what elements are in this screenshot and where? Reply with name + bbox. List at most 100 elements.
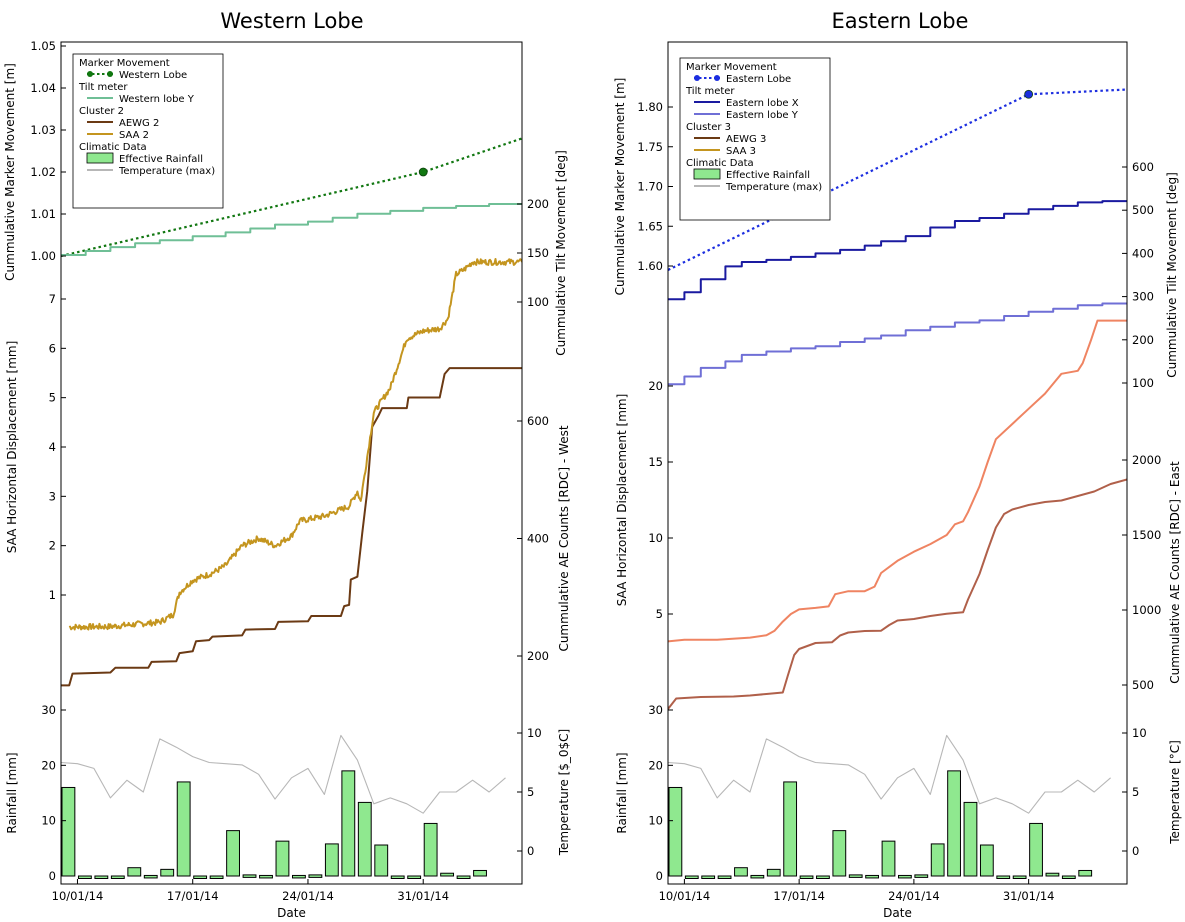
- rainfall-bar: [766, 868, 781, 877]
- y-axis-label-marker: Cummulative Marker Movement [m]: [3, 63, 17, 281]
- rainfall-bar: [898, 874, 912, 879]
- rainfall-bar: [440, 872, 455, 877]
- y-tick-label: 5: [656, 607, 663, 621]
- legend-box: [72, 53, 224, 209]
- rainfall-bar: [979, 844, 994, 877]
- y-tick-label: 0: [656, 869, 663, 883]
- y-tick-label: 20: [41, 758, 56, 772]
- y-tick-label: 1.00: [30, 249, 56, 263]
- rainfall-bar: [127, 867, 142, 877]
- rainfall-bar: [259, 874, 273, 879]
- y-axis-label-ae: Cummulative AE Counts [RDC] - West: [557, 425, 571, 651]
- y-tick-label: 0: [49, 869, 56, 883]
- legend-marker: [87, 71, 93, 77]
- rainfall-bar: [799, 875, 814, 879]
- y-tick-label: 20: [648, 379, 663, 393]
- y-tick-label: 1.01: [30, 207, 56, 221]
- legend-label: SAA 2: [119, 130, 149, 141]
- rainfall-bar: [881, 840, 896, 877]
- y-tick-label: 1.60: [637, 259, 663, 273]
- rainfall-bar: [963, 801, 978, 877]
- series-line: [668, 319, 1127, 643]
- series-line: [61, 203, 522, 256]
- rainfall-bar: [1061, 875, 1076, 879]
- rainfall-bar: [816, 875, 830, 879]
- x-tick-label: 31/01/14: [397, 889, 449, 903]
- y-axis-label-temperature: Temperature [°C]: [1168, 740, 1182, 845]
- rainfall-bar: [160, 868, 175, 877]
- rainfall-bar: [930, 843, 945, 877]
- rainfall-bar: [110, 875, 125, 879]
- rainfall-bar: [668, 786, 683, 877]
- y-tick-label: 500: [1132, 203, 1154, 217]
- y-axis-label-saa: SAA Horizontal Displacement [mm]: [615, 394, 629, 607]
- y-tick-label: 30: [41, 703, 56, 717]
- legend-group-title: Tilt meter: [685, 86, 735, 97]
- marker-point: [418, 167, 428, 177]
- series-line: [668, 478, 1127, 710]
- y-tick-label: 100: [1132, 376, 1154, 390]
- legend-label: Western Lobe: [119, 70, 187, 81]
- legend-label: AEWG 2: [119, 118, 159, 129]
- rainfall-bar: [209, 875, 224, 879]
- plot-area: [61, 137, 522, 879]
- rainfall-bar: [390, 875, 405, 879]
- series-line: [61, 734, 506, 814]
- y-axis-label-temperature: Temperature [$_0$C]: [557, 729, 571, 856]
- legend-label: Eastern lobe Y: [726, 110, 799, 121]
- rainfall-bar: [734, 867, 748, 877]
- legend-group-title: Marker Movement: [79, 58, 170, 69]
- y-tick-label: 10: [41, 814, 56, 828]
- rainfall-bar: [684, 875, 699, 879]
- y-tick-label: 30: [648, 703, 663, 717]
- y-tick-label: 300: [1132, 290, 1154, 304]
- x-tick-label: 17/01/14: [773, 889, 825, 903]
- plot-frame: [60, 41, 523, 885]
- y-tick-label: 200: [527, 649, 549, 663]
- legend-marker: [694, 75, 700, 81]
- x-axis-label: Date: [277, 906, 306, 920]
- rainfall-bar: [701, 875, 716, 879]
- plot-area: [668, 88, 1127, 879]
- rainfall-bar: [783, 781, 798, 877]
- rainfall-bar: [1012, 875, 1027, 879]
- rainfall-bar: [357, 801, 372, 877]
- legend-label: Temperature (max): [118, 166, 215, 177]
- y-axis-label-ae: Cummulative AE Counts [RDC] - East: [1168, 461, 1182, 684]
- y-tick-label: 600: [1132, 160, 1154, 174]
- y-tick-label: 200: [1132, 333, 1154, 347]
- x-tick-label: 24/01/14: [888, 889, 940, 903]
- rainfall-bar: [423, 822, 438, 877]
- rainfall-bar: [848, 874, 863, 878]
- rainfall-bar: [242, 874, 257, 878]
- legend-group-title: Tilt meter: [78, 82, 128, 93]
- legend-box: [679, 57, 831, 221]
- series-line: [61, 367, 522, 687]
- y-axis-label-tilt: Cummulative Tilt Movement [deg]: [1165, 172, 1179, 378]
- y-tick-label: 200: [527, 197, 549, 211]
- legend-label: AEWG 3: [726, 134, 766, 145]
- chart-title: Western Lobe: [220, 9, 363, 33]
- y-tick-label: 1.03: [30, 123, 56, 137]
- series-line: [68, 258, 522, 631]
- eastern-lobe-chart: Eastern Lobe1.601.651.701.751.8051015200…: [613, 9, 1182, 920]
- y-tick-label: 1000: [1132, 603, 1161, 617]
- rainfall-bar: [308, 874, 323, 878]
- y-tick-label: 1.02: [30, 165, 56, 179]
- plot-frame: [667, 41, 1128, 885]
- rainfall-bar: [61, 786, 76, 877]
- rainfall-bar: [77, 875, 92, 879]
- y-axis-label-marker: Cummulative Marker Movement [m]: [613, 78, 627, 296]
- y-tick-label: 1500: [1132, 528, 1161, 542]
- y-tick-label: 1: [49, 588, 56, 602]
- legend-label: Effective Rainfall: [119, 154, 203, 165]
- y-tick-label: 100: [527, 295, 549, 309]
- y-axis-label-rainfall: Rainfall [mm]: [5, 752, 19, 833]
- rainfall-bar: [832, 830, 847, 877]
- legend-marker: [714, 75, 720, 81]
- series-line: [61, 137, 522, 258]
- y-tick-label: 4: [49, 440, 56, 454]
- legend-label: Effective Rainfall: [726, 170, 810, 181]
- y-tick-label: 5: [1132, 785, 1139, 799]
- y-tick-label: 1.04: [30, 81, 56, 95]
